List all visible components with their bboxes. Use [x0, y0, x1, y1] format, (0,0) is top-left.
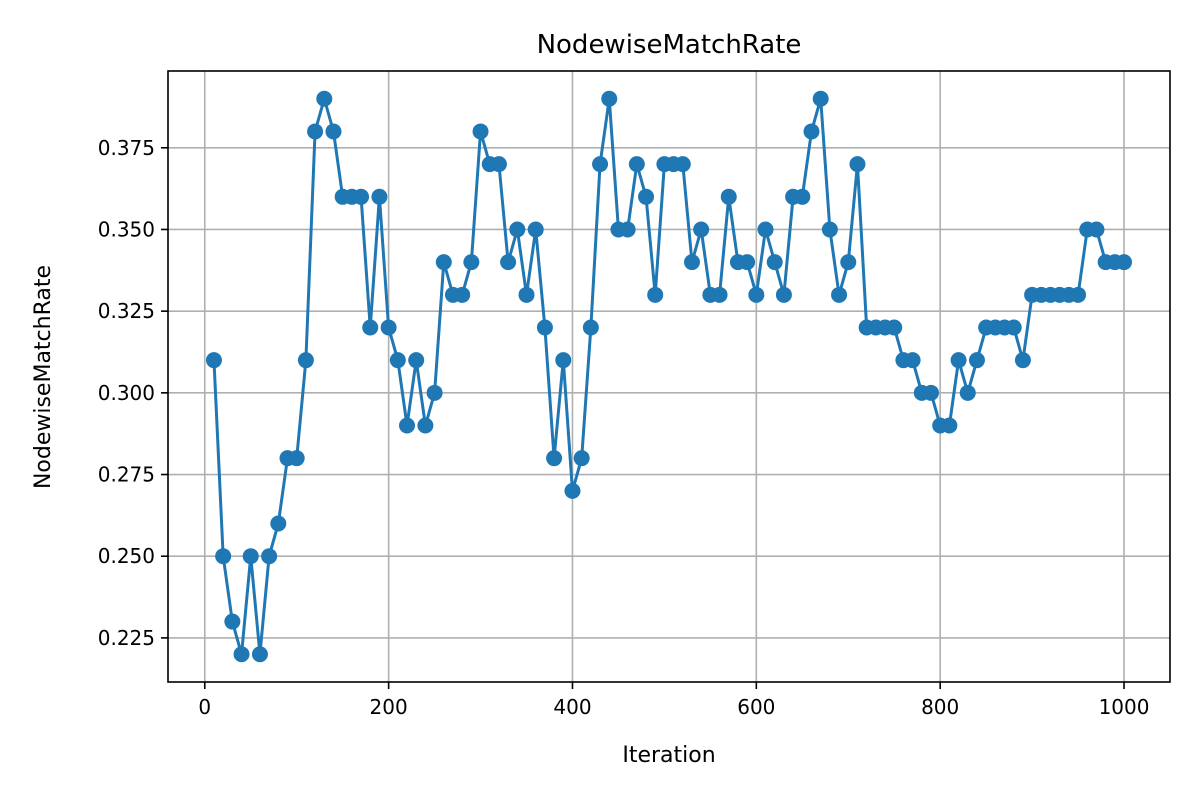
data-point — [270, 515, 287, 532]
data-point — [555, 352, 572, 369]
data-point — [748, 286, 765, 303]
data-point — [950, 352, 967, 369]
data-point — [941, 417, 958, 434]
data-point — [399, 417, 416, 434]
data-point — [1014, 352, 1031, 369]
data-point — [564, 482, 581, 499]
data-point — [803, 123, 820, 140]
data-point — [546, 450, 563, 467]
data-point — [490, 156, 507, 173]
data-point — [582, 319, 599, 336]
data-point — [638, 188, 655, 205]
data-point — [224, 613, 241, 630]
y-tick-label: 0.350 — [98, 217, 155, 241]
x-tick-label: 800 — [921, 695, 959, 719]
data-point — [251, 646, 268, 663]
data-point — [757, 221, 774, 238]
data-point — [426, 384, 443, 401]
plot-frame — [167, 70, 1171, 683]
data-point — [1088, 221, 1105, 238]
data-point — [739, 254, 756, 271]
data-point — [215, 548, 232, 565]
chart-title: NodewiseMatchRate — [537, 30, 802, 60]
data-point — [1070, 286, 1087, 303]
y-tick-label: 0.300 — [98, 381, 155, 405]
data-point — [371, 188, 388, 205]
y-axis-label: NodewiseMatchRate — [31, 265, 56, 489]
data-point — [205, 352, 222, 369]
data-point — [463, 254, 480, 271]
data-point — [766, 254, 783, 271]
data-point — [592, 156, 609, 173]
data-point — [472, 123, 489, 140]
y-tick-label: 0.325 — [98, 299, 155, 323]
data-point — [454, 286, 471, 303]
axis-ticks: 0 200 400 600 800 1000 0.225 0.250 0.275 0.300 0.3… — [98, 136, 1150, 719]
data-point — [362, 319, 379, 336]
x-tick-label: 0 — [198, 695, 211, 719]
x-tick-label: 1000 — [1099, 695, 1150, 719]
data-point — [775, 286, 792, 303]
data-point — [417, 417, 434, 434]
data-point — [307, 123, 324, 140]
data-point — [647, 286, 664, 303]
data-point — [720, 188, 737, 205]
data-point — [693, 221, 710, 238]
y-tick-label: 0.275 — [98, 463, 155, 487]
data-point — [959, 384, 976, 401]
data-point — [408, 352, 425, 369]
data-point — [380, 319, 397, 336]
data-point — [288, 450, 305, 467]
data-point — [922, 384, 939, 401]
data-point — [233, 646, 250, 663]
y-tick-label: 0.225 — [98, 626, 155, 650]
data-point — [683, 254, 700, 271]
data-point — [628, 156, 645, 173]
data-point — [242, 548, 259, 565]
x-tick-label: 600 — [737, 695, 775, 719]
data-point — [812, 90, 829, 107]
x-axis-label: Iteration — [622, 743, 715, 768]
grid — [168, 71, 1170, 682]
data-point — [1116, 254, 1133, 271]
data-point — [840, 254, 857, 271]
data-point — [711, 286, 728, 303]
data-point — [297, 352, 314, 369]
data-point — [831, 286, 848, 303]
data-point — [500, 254, 517, 271]
data-point — [573, 450, 590, 467]
data-point — [527, 221, 544, 238]
data-point — [674, 156, 691, 173]
data-point — [1005, 319, 1022, 336]
data-point — [904, 352, 921, 369]
data-point — [536, 319, 553, 336]
series-layer — [205, 90, 1133, 663]
data-point — [849, 156, 866, 173]
x-tick-label: 200 — [370, 695, 408, 719]
data-point — [325, 123, 342, 140]
data-point — [821, 221, 838, 238]
data-point — [968, 352, 985, 369]
data-point — [353, 188, 370, 205]
data-point — [435, 254, 452, 271]
data-point — [316, 90, 333, 107]
y-tick-label: 0.375 — [98, 136, 155, 160]
data-point — [389, 352, 406, 369]
data-point — [794, 188, 811, 205]
data-point — [619, 221, 636, 238]
data-point — [601, 90, 618, 107]
data-point — [886, 319, 903, 336]
y-tick-label: 0.250 — [98, 544, 155, 568]
data-point — [509, 221, 526, 238]
x-tick-label: 400 — [553, 695, 591, 719]
data-point — [518, 286, 535, 303]
data-point — [261, 548, 278, 565]
